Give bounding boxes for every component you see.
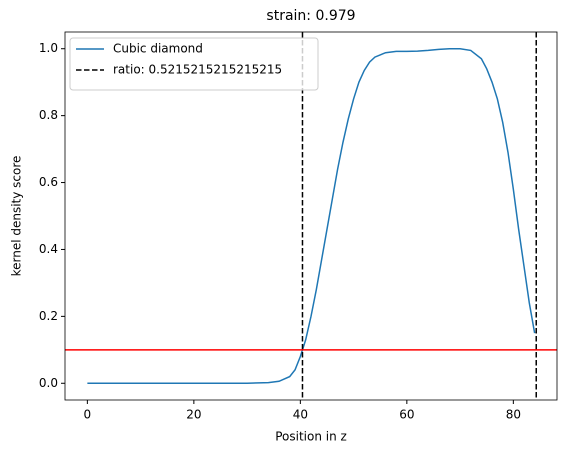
- y-tick-label: 0.0: [39, 376, 58, 390]
- x-tick-label: 60: [399, 408, 414, 422]
- legend-label: ratio: 0.5215215215215215: [113, 63, 282, 77]
- x-tick-label: 80: [506, 408, 521, 422]
- y-tick-label: 0.8: [39, 108, 58, 122]
- x-axis-label: Position in z: [275, 430, 347, 444]
- data-line: [87, 47, 536, 385]
- y-tick-label: 0.2: [39, 309, 58, 323]
- plot-frame: [64, 31, 558, 401]
- x-tick-label: 40: [293, 408, 308, 422]
- legend-box: [69, 37, 319, 91]
- x-tick-label: 20: [186, 408, 201, 422]
- x-tick-label: 0: [84, 408, 92, 422]
- y-tick-label: 0.6: [39, 175, 58, 189]
- y-tick-label: 0.4: [39, 242, 58, 256]
- legend-label: Cubic diamond: [113, 42, 203, 56]
- y-axis-label: kernel density score: [10, 156, 24, 277]
- chart-title: strain: 0.979: [266, 8, 355, 24]
- y-tick-label: 1.0: [39, 41, 58, 55]
